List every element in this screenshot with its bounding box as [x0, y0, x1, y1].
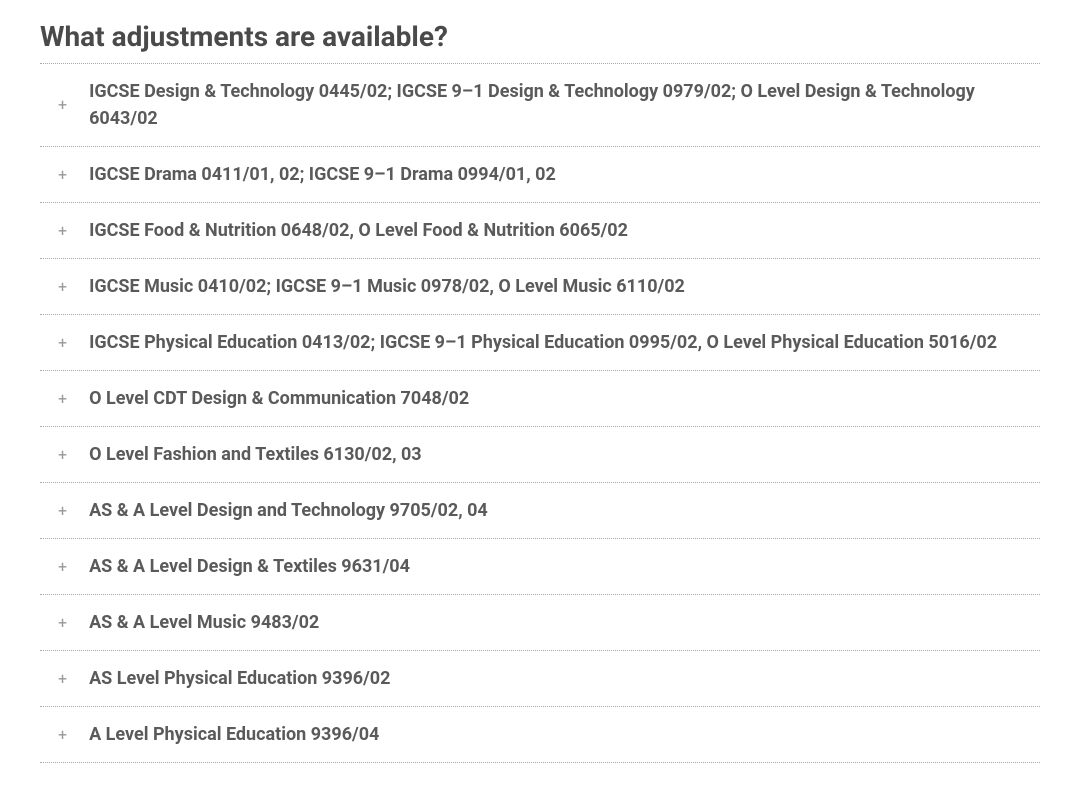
plus-icon: +: [58, 279, 67, 295]
plus-icon: +: [58, 671, 67, 687]
plus-icon: +: [58, 335, 67, 351]
accordion-item-label: IGCSE Physical Education 0413/02; IGCSE …: [89, 329, 997, 356]
accordion-item-label: AS & A Level Music 9483/02: [89, 609, 319, 636]
accordion-item[interactable]: + AS & A Level Design & Textiles 9631/04: [40, 539, 1040, 595]
accordion-item-label: O Level Fashion and Textiles 6130/02, 03: [89, 441, 422, 468]
accordion-item[interactable]: + O Level CDT Design & Communication 7048…: [40, 371, 1040, 427]
plus-icon: +: [58, 167, 67, 183]
accordion-item-label: IGCSE Drama 0411/01, 02; IGCSE 9–1 Drama…: [89, 161, 556, 188]
plus-icon: +: [58, 223, 67, 239]
section-heading: What adjustments are available?: [40, 20, 1040, 53]
plus-icon: +: [58, 615, 67, 631]
plus-icon: +: [58, 447, 67, 463]
plus-icon: +: [58, 97, 67, 113]
accordion-item-label: IGCSE Music 0410/02; IGCSE 9–1 Music 097…: [89, 273, 685, 300]
accordion-item[interactable]: + AS Level Physical Education 9396/02: [40, 651, 1040, 707]
accordion-item[interactable]: + AS & A Level Music 9483/02: [40, 595, 1040, 651]
accordion-item-label: AS Level Physical Education 9396/02: [89, 665, 390, 692]
accordion-item[interactable]: + IGCSE Drama 0411/01, 02; IGCSE 9–1 Dram…: [40, 147, 1040, 203]
accordion-item[interactable]: + AS & A Level Design and Technology 9705…: [40, 483, 1040, 539]
accordion-item[interactable]: + A Level Physical Education 9396/04: [40, 707, 1040, 763]
plus-icon: +: [58, 727, 67, 743]
accordion-item-label: IGCSE Design & Technology 0445/02; IGCSE…: [89, 78, 1040, 132]
accordion-item-label: AS & A Level Design & Textiles 9631/04: [89, 553, 410, 580]
accordion-item[interactable]: + IGCSE Physical Education 0413/02; IGCSE…: [40, 315, 1040, 371]
accordion-item-label: O Level CDT Design & Communication 7048/…: [89, 385, 469, 412]
accordion-item[interactable]: + IGCSE Food & Nutrition 0648/02, O Level…: [40, 203, 1040, 259]
accordion-item[interactable]: + IGCSE Music 0410/02; IGCSE 9–1 Music 09…: [40, 259, 1040, 315]
accordion-item-label: AS & A Level Design and Technology 9705/…: [89, 497, 488, 524]
plus-icon: +: [58, 559, 67, 575]
accordion-list: + IGCSE Design & Technology 0445/02; IGCS…: [40, 63, 1040, 763]
plus-icon: +: [58, 503, 67, 519]
accordion-item[interactable]: + O Level Fashion and Textiles 6130/02, 0…: [40, 427, 1040, 483]
accordion-item-label: A Level Physical Education 9396/04: [89, 721, 379, 748]
accordion-item[interactable]: + IGCSE Design & Technology 0445/02; IGCS…: [40, 64, 1040, 147]
plus-icon: +: [58, 391, 67, 407]
accordion-item-label: IGCSE Food & Nutrition 0648/02, O Level …: [89, 217, 628, 244]
